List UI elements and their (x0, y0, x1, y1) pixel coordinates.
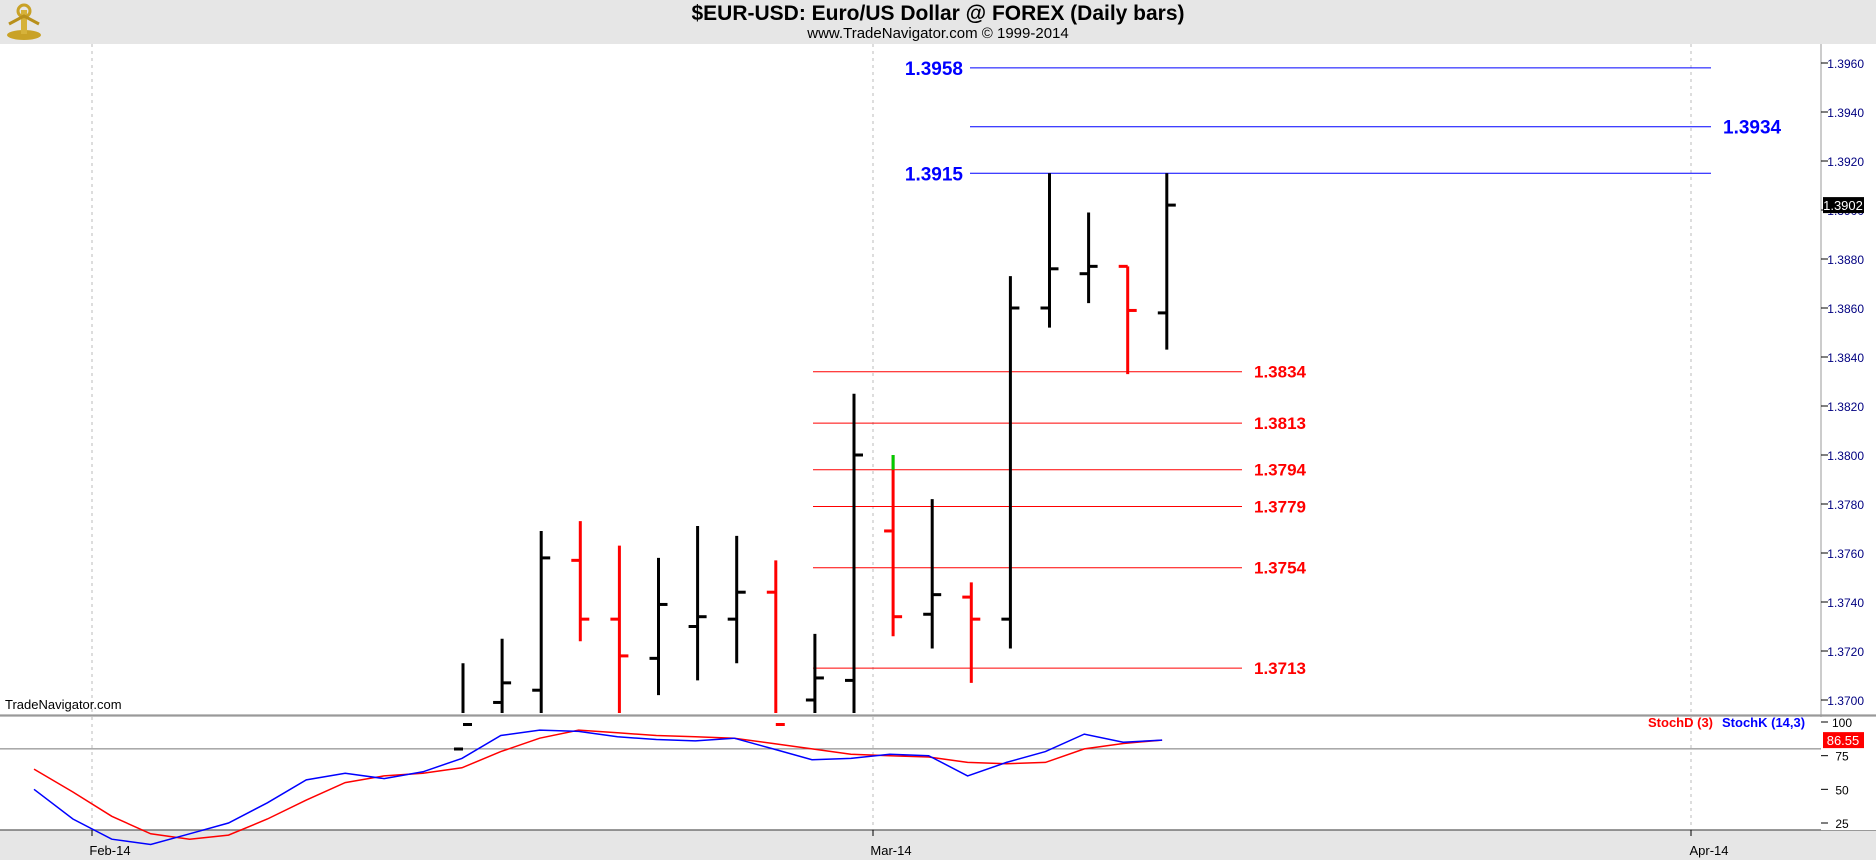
ohlc-bar (1157, 173, 1176, 350)
ohlc-bar (493, 638, 512, 713)
date-tick-label: Mar-14 (870, 843, 911, 858)
price-tick-label: 1.3720 (1827, 645, 1864, 659)
legend-stoch-d: StochD (3) (1648, 715, 1713, 730)
stoch-k-line (33, 729, 1163, 846)
ohlc-bar (532, 530, 551, 713)
ohlc-bar (688, 526, 707, 681)
ohlc-bar (1040, 173, 1059, 328)
chart-title: $EUR-USD: Euro/US Dollar @ FOREX (Daily … (691, 2, 1185, 25)
stoch-tick-label: 75 (1835, 750, 1849, 764)
ohlc-bar (571, 521, 590, 642)
ohlc-bar (649, 557, 668, 696)
ohlc-bar (610, 545, 629, 713)
price-tick-label: 1.3940 (1827, 106, 1864, 120)
ohlc-bar (923, 499, 942, 649)
trade-navigator-logo (7, 3, 41, 40)
date-axis (0, 830, 1876, 860)
resistance-label: 1.3915 (905, 164, 964, 185)
price-tick-label: 1.3740 (1827, 596, 1864, 610)
stoch-value-tag: 86.55 (1823, 732, 1864, 749)
ohlc-bar (884, 455, 903, 637)
chart-header: $EUR-USD: Euro/US Dollar @ FOREX (Daily … (0, 0, 1876, 44)
price-tick-label: 1.3780 (1827, 498, 1864, 512)
ohlc-bar (727, 535, 746, 664)
resistance-label: 1.3934 (1723, 118, 1782, 139)
stochastic-lines (33, 729, 1163, 846)
price-tick-label: 1.3880 (1827, 253, 1864, 267)
stoch-value-label: 86.55 (1827, 733, 1860, 748)
date-tick-label: Feb-14 (89, 843, 130, 858)
price-tick-label: 1.3920 (1827, 155, 1864, 169)
stoch-d-line (33, 729, 1163, 840)
date-tick-label: Apr-14 (1689, 843, 1728, 858)
date-axis-labels: Feb-14 Mar-14 Apr-14 (89, 830, 1729, 858)
ohlc-bar (1001, 276, 1020, 649)
price-axis-ticks: 1.3700 1.3720 1.3740 1.3760 1.3780 1.3800 1.38… (0, 57, 1864, 831)
support-label: 1.3713 (1254, 659, 1306, 678)
ohlc-bar (1118, 264, 1137, 375)
ohlc-bar (454, 663, 472, 751)
support-label: 1.3754 (1254, 559, 1307, 578)
legend-stoch-k: StochK (14,3) (1722, 715, 1805, 730)
price-plot-area[interactable] (0, 44, 1821, 714)
support-label: 1.3834 (1254, 363, 1307, 382)
last-price-tag: 1.3902 (1823, 197, 1864, 214)
ohlc-bar (805, 633, 824, 713)
price-tick-label: 1.3860 (1827, 302, 1864, 316)
stoch-tick-label: 25 (1835, 817, 1849, 831)
price-tick-label: 1.3700 (1827, 694, 1864, 708)
price-axis (1821, 44, 1876, 714)
last-price-label: 1.3902 (1823, 198, 1863, 213)
support-label: 1.3813 (1254, 414, 1306, 433)
price-tick-label: 1.3840 (1827, 351, 1864, 365)
ohlc-bars (454, 173, 1176, 751)
price-tick-label: 1.3820 (1827, 400, 1864, 414)
support-label: 1.3794 (1254, 461, 1307, 480)
price-tick-label: 1.3760 (1827, 547, 1864, 561)
ohlc-bar (1079, 212, 1098, 304)
chart-subtitle: www.TradeNavigator.com © 1999-2014 (807, 25, 1069, 42)
ohlc-bar (962, 582, 981, 683)
resistance-label: 1.3958 (905, 59, 963, 80)
stoch-tick-label: 50 (1835, 783, 1849, 797)
watermark: TradeNavigator.com (5, 697, 122, 712)
support-label: 1.3779 (1254, 497, 1306, 516)
price-tick-label: 1.3960 (1827, 57, 1864, 71)
stoch-tick-label: 100 (1832, 716, 1852, 730)
price-tick-label: 1.3800 (1827, 449, 1864, 463)
ohlc-bar (766, 560, 785, 726)
ohlc-bar (845, 393, 863, 713)
price-levels: 1.3958 1.3934 1.3915 1.3834 1.3813 1.3794 1.37… (813, 59, 1782, 678)
stochastic-panel[interactable] (0, 717, 1821, 830)
vertical-gridlines (91, 44, 1692, 830)
